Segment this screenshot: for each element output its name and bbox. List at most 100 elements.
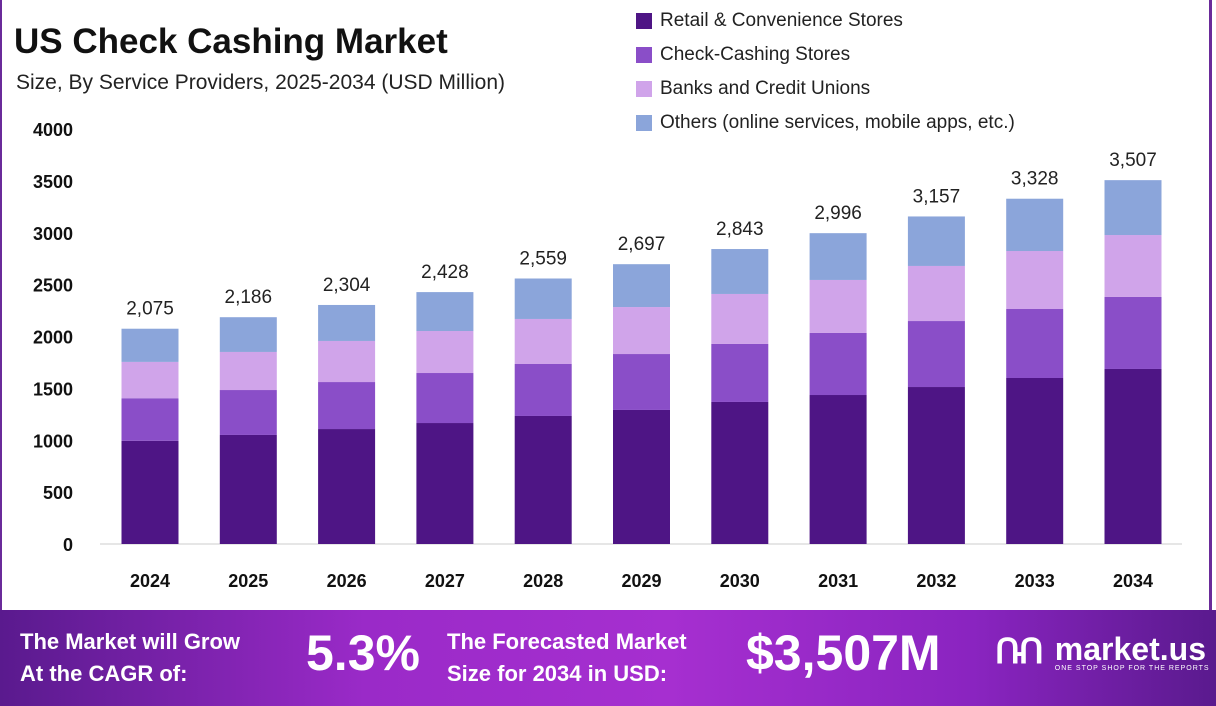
bar-segment (907, 321, 965, 388)
legend-label: Banks and Credit Unions (660, 78, 871, 99)
legend-label: Check-Cashing Stores (660, 44, 851, 65)
total-label: 3,157 (913, 186, 961, 207)
total-label: 2,843 (716, 219, 764, 240)
cagr-label-line: The Market will Grow (20, 629, 241, 654)
bar-segment (1006, 378, 1064, 544)
bar-segment (907, 216, 965, 266)
market-us-logo: ՌՈ market.us ONE STOP SHOP FOR THE REPOR… (995, 632, 1210, 672)
bar-segment (613, 307, 670, 355)
bar-segment (711, 401, 769, 544)
bar-segment (514, 415, 572, 544)
total-label: 2,697 (618, 234, 666, 255)
x-tick-label: 2026 (327, 571, 367, 591)
bar-segment (809, 279, 867, 333)
legend-item-check-cashing: Check-Cashing Stores (636, 38, 1015, 72)
y-tick-label: 500 (43, 483, 73, 503)
bar-segment (514, 318, 572, 364)
bar-segment (907, 387, 965, 544)
bar-segment (514, 278, 572, 319)
x-tick-label: 2033 (1015, 571, 1055, 591)
legend-item-retail: Retail & Convenience Stores (636, 4, 1015, 38)
x-tick-label: 2027 (425, 571, 465, 591)
x-tick-label: 2032 (916, 571, 956, 591)
total-label: 2,559 (519, 249, 567, 270)
y-tick-label: 1500 (33, 379, 73, 399)
bar-segment (1104, 235, 1162, 297)
legend-label: Retail & Convenience Stores (660, 10, 903, 31)
total-label: 2,304 (323, 275, 371, 296)
legend: Retail & Convenience Stores Check-Cashin… (636, 4, 1015, 140)
bar-segment (219, 390, 277, 435)
bar-segment (416, 373, 474, 424)
forecast-value: $3,507M (746, 625, 941, 681)
bar-segment (809, 395, 867, 544)
x-tick-label: 2029 (621, 571, 661, 591)
cagr-label-line: At the CAGR of: (20, 661, 188, 686)
bar-segment (219, 434, 277, 544)
logo-name: market.us (1054, 630, 1206, 667)
total-label: 3,507 (1109, 150, 1157, 171)
x-tick-label: 2025 (228, 571, 268, 591)
bar-segment (219, 351, 277, 391)
total-label: 2,996 (814, 203, 862, 224)
x-tick-label: 2028 (523, 571, 563, 591)
forecast-label-line: The Forecasted Market (447, 629, 687, 654)
bar-segment (318, 304, 376, 341)
bar-segment (121, 398, 179, 441)
bar-segment (809, 332, 867, 396)
legend-swatch (636, 81, 652, 97)
x-tick-label: 2034 (1113, 571, 1153, 591)
cagr-label: The Market will Grow At the CAGR of: (20, 626, 240, 690)
bar-segment (1104, 180, 1162, 236)
bar-segment (514, 363, 572, 416)
bar-segment (711, 293, 769, 344)
bar-segment (318, 382, 376, 430)
total-label: 2,186 (225, 287, 273, 308)
x-tick-label: 2030 (720, 571, 760, 591)
bar-segment (1006, 198, 1064, 252)
bar-segment (121, 440, 179, 544)
bar-segment (809, 233, 867, 280)
bar-segment (416, 292, 474, 332)
y-tick-label: 3000 (33, 224, 73, 244)
bar-segment (613, 409, 670, 544)
footer-banner: The Market will Grow At the CAGR of: 5.3… (0, 610, 1216, 706)
bar-segment (416, 423, 474, 544)
y-tick-label: 2500 (33, 276, 73, 296)
chart-title: US Check Cashing Market (14, 22, 448, 61)
y-tick-label: 1000 (33, 431, 73, 451)
legend-item-banks: Banks and Credit Unions (636, 72, 1015, 106)
bar-segment (1006, 309, 1064, 378)
bar-segment (907, 265, 965, 322)
bar-segment (711, 249, 769, 294)
legend-swatch (636, 13, 652, 29)
logo-tagline: ONE STOP SHOP FOR THE REPORTS (1054, 664, 1210, 672)
bar-segment (219, 317, 277, 352)
cagr-value: 5.3% (306, 625, 420, 681)
bar-segment (121, 361, 179, 399)
y-tick-label: 0 (63, 535, 73, 555)
chart-plot: 0 500 1000 1500 2000 2500 3000 3500 4000 2,075 202… (33, 120, 1182, 591)
forecast-label: The Forecasted Market Size for 2034 in U… (447, 626, 687, 690)
y-tick-label: 3500 (33, 172, 73, 192)
x-tick-label: 2024 (130, 571, 170, 591)
chart-subtitle: Size, By Service Providers, 2025-2034 (U… (16, 71, 506, 94)
bar-segment (1006, 251, 1064, 310)
legend-item-others: Others (online services, mobile apps, et… (636, 106, 1015, 140)
total-label: 2,075 (126, 299, 174, 320)
bar-segment (416, 331, 474, 374)
bar-segment (121, 328, 179, 362)
y-tick-label: 2000 (33, 328, 73, 348)
chart-frame (0, 0, 1212, 610)
bar-segment (318, 340, 376, 383)
legend-swatch (636, 115, 652, 131)
y-tick-label: 4000 (33, 120, 73, 140)
bar-segment (1104, 296, 1162, 369)
bar-segment (318, 429, 376, 544)
legend-swatch (636, 47, 652, 63)
market-us-logo-icon: ՌՈ (995, 633, 1044, 671)
total-label: 3,328 (1011, 169, 1059, 190)
bar-segment (711, 343, 769, 402)
total-label: 2,428 (421, 262, 469, 283)
forecast-label-line: Size for 2034 in USD: (447, 661, 668, 686)
